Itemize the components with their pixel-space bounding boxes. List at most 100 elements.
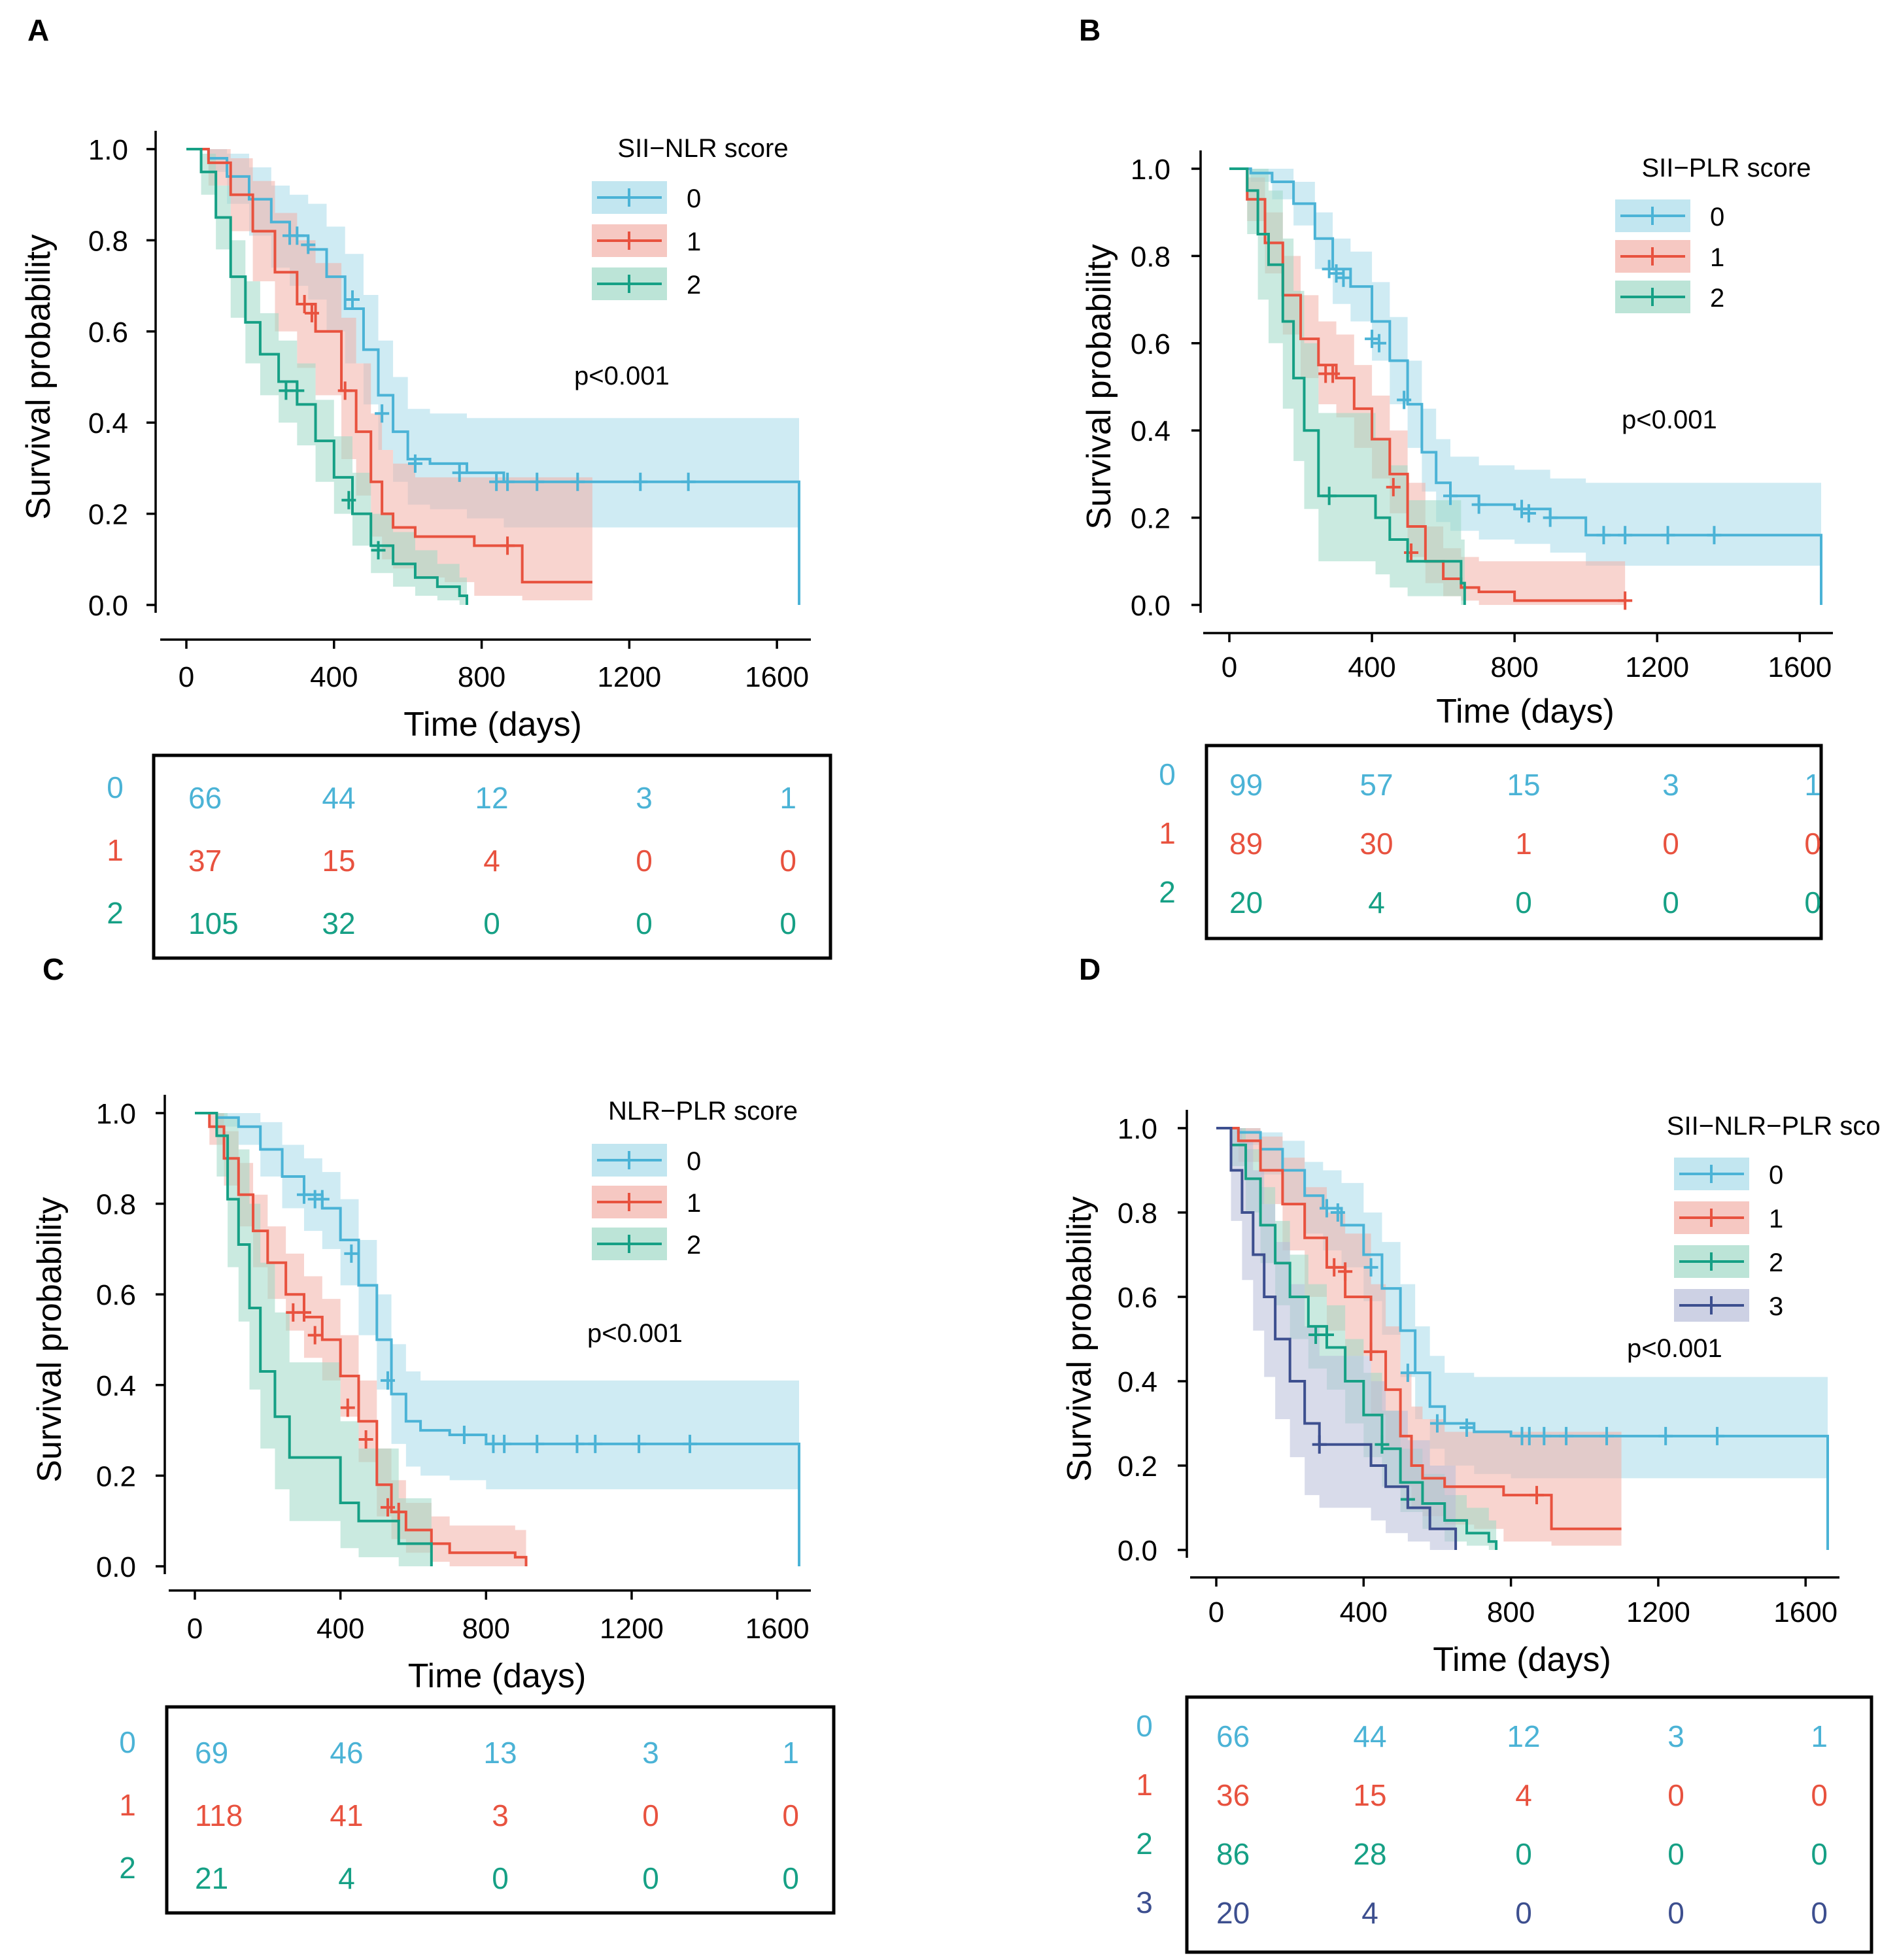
- risk-table-cell: 0: [782, 1861, 799, 1895]
- survival-curve-2: [195, 1112, 433, 1566]
- x-axis-title: Time (days): [403, 706, 582, 744]
- risk-table-group-label: 1: [119, 1788, 136, 1822]
- censor-mark: [1543, 508, 1558, 527]
- risk-table-group-label: 1: [1136, 1768, 1153, 1802]
- x-axis-title: Time (days): [1433, 1641, 1611, 1679]
- x-tick-label: 0: [187, 1613, 203, 1645]
- y-tick-label: 0.2: [88, 499, 128, 531]
- risk-table-cell: 21: [195, 1861, 228, 1895]
- survival-curve-2: [186, 148, 468, 605]
- censor-mark: [456, 1426, 471, 1445]
- risk-table-cell: 15: [322, 844, 355, 878]
- censor-mark: [1325, 364, 1341, 383]
- risk-table-group-label: 2: [107, 896, 124, 930]
- risk-table-cell: 99: [1229, 768, 1263, 802]
- censor-mark: [371, 541, 386, 560]
- censor-mark: [1371, 334, 1386, 352]
- y-tick-label: 0.4: [96, 1370, 136, 1402]
- legend: SII−PLR score 0 1 2: [1615, 154, 1811, 313]
- y-tick-label: 0.4: [88, 407, 128, 439]
- y-tick-label: 0.6: [1118, 1282, 1157, 1314]
- panel-label: B: [1079, 13, 1101, 47]
- censor-mark: [1521, 504, 1536, 523]
- risk-table: 0 99 57 15 3 1 1 89 30 1 0 0 2 20 4 0 0 0: [1159, 744, 1823, 940]
- risk-table-cell: 30: [1359, 827, 1393, 861]
- survival-curve-0: [195, 1112, 800, 1566]
- legend: NLR−PLR score 0 1 2: [592, 1097, 798, 1260]
- y-tick-label: 1.0: [1118, 1113, 1157, 1145]
- y-tick-label: 0.8: [96, 1189, 136, 1221]
- risk-table-cell: 0: [779, 906, 796, 940]
- risk-table-cell: 0: [1667, 1837, 1684, 1871]
- x-tick-label: 400: [316, 1613, 364, 1645]
- risk-table-cell: 0: [779, 844, 796, 878]
- censor-mark: [1599, 1426, 1615, 1445]
- risk-table-cell: 12: [475, 781, 508, 815]
- risk-table-group-label: 1: [107, 833, 124, 867]
- survival-curve-0: [1216, 1127, 1829, 1550]
- risk-table-frame: [165, 1705, 836, 1915]
- risk-table-cell: 44: [322, 781, 355, 815]
- risk-table-cell: 66: [188, 781, 222, 815]
- survival-curve-3: [1216, 1127, 1458, 1550]
- y-tick-label: 0.8: [1118, 1197, 1157, 1229]
- risk-table-cell: 4: [1361, 1896, 1378, 1930]
- risk-table-cell: 13: [483, 1736, 517, 1770]
- risk-table-group-label: 2: [1159, 875, 1176, 909]
- censor-mark: [570, 1434, 585, 1453]
- legend-label-0: 0: [687, 184, 701, 213]
- censor-mark: [1522, 1426, 1537, 1445]
- legend-label-3: 3: [1769, 1292, 1783, 1321]
- censor-mark: [1397, 390, 1412, 409]
- risk-table: 0 69 46 13 3 11 118 41 3 0 02 21 4 0 0 0: [119, 1705, 836, 1915]
- x-tick-label: 1600: [745, 661, 809, 693]
- ci-band-1: [1216, 1128, 1622, 1546]
- censor-mark: [1559, 1426, 1574, 1445]
- risk-table-cell: 0: [1662, 885, 1679, 920]
- censor-mark: [307, 1326, 322, 1345]
- censor-mark: [381, 1371, 396, 1390]
- censor-mark: [530, 472, 545, 491]
- legend-label-2: 2: [1769, 1248, 1783, 1277]
- y-tick-label: 0.6: [96, 1279, 136, 1311]
- censor-mark: [391, 1502, 406, 1521]
- y-axis-title: Survival probability: [1061, 1196, 1099, 1481]
- censor-mark: [1329, 264, 1344, 283]
- risk-table-cell: 89: [1229, 827, 1263, 861]
- risk-table-group-label: 2: [1136, 1827, 1153, 1861]
- risk-table-cell: 0: [1811, 1778, 1828, 1812]
- censor-mark: [1312, 1435, 1327, 1454]
- x-tick-label: 800: [458, 661, 505, 693]
- x-tick-label: 1200: [597, 661, 661, 693]
- risk-table-cell: 3: [492, 1798, 509, 1832]
- risk-table-cell: 4: [1368, 885, 1385, 920]
- censor-mark: [375, 404, 390, 423]
- ci-band-1: [195, 1113, 526, 1566]
- censor-mark: [381, 1498, 396, 1517]
- y-axis-title: Survival probability: [20, 234, 58, 519]
- y-tick-label: 1.0: [1131, 154, 1171, 186]
- censor-mark: [358, 1430, 373, 1449]
- risk-table-cell: 0: [483, 906, 500, 940]
- censor-mark: [407, 454, 422, 473]
- y-tick-label: 0.4: [1118, 1366, 1157, 1398]
- legend-label-2: 2: [1710, 284, 1724, 313]
- censor-mark: [500, 536, 515, 555]
- censor-mark: [344, 1244, 359, 1263]
- risk-table-cell: 1: [782, 1736, 799, 1770]
- risk-table-cell: 0: [642, 1861, 659, 1895]
- y-tick-label: 0.2: [1118, 1451, 1157, 1483]
- censor-mark: [341, 490, 356, 509]
- risk-table-cell: 0: [636, 906, 653, 940]
- survival-curve-2: [1229, 167, 1466, 605]
- p-value: p<0.001: [587, 1319, 683, 1348]
- survival-curve-2: [1216, 1127, 1498, 1550]
- y-tick-label: 0.2: [1131, 503, 1171, 535]
- legend-label-2: 2: [687, 271, 701, 300]
- risk-table-cell: 105: [188, 906, 239, 940]
- censor-mark: [683, 1434, 698, 1453]
- censor-mark: [1322, 260, 1337, 279]
